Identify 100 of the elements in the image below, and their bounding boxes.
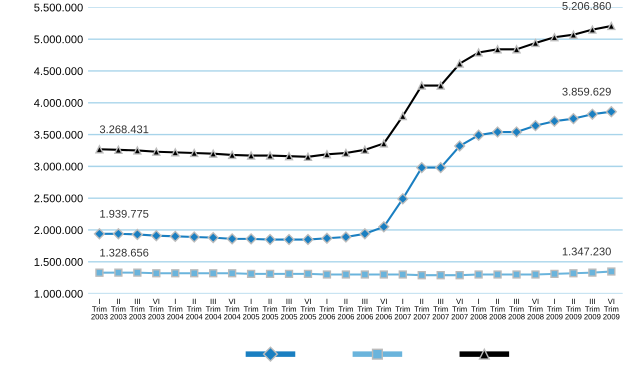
point [588, 25, 597, 34]
point [512, 270, 521, 279]
point [436, 270, 445, 280]
y-tick-label: 4.000.000 [34, 99, 83, 107]
y-tick-label: 3.500.000 [34, 130, 83, 139]
point [493, 45, 502, 54]
point [493, 270, 502, 279]
point [380, 270, 388, 279]
y-tick-label: 4.500.000 [34, 67, 83, 76]
point [170, 230, 181, 242]
point [512, 45, 521, 54]
y-tick-label: 5.500.000 [34, 4, 83, 12]
data-label: 3.268.431 [100, 125, 148, 134]
point [302, 234, 314, 246]
data-label: 1.347.230 [562, 248, 611, 256]
point [246, 270, 256, 278]
point [171, 148, 180, 157]
data-label: 3.859.629 [562, 88, 611, 96]
y-tick-label: 5.000.000 [34, 35, 83, 44]
point [454, 140, 466, 152]
point [380, 139, 388, 148]
point [132, 228, 143, 240]
point [190, 269, 198, 278]
point [531, 270, 540, 279]
point [112, 228, 124, 240]
point [342, 270, 350, 279]
point [416, 162, 428, 174]
point [607, 267, 616, 276]
y-tick-label: 2.000.000 [34, 226, 83, 234]
point [114, 268, 123, 277]
point [284, 270, 294, 278]
data-label: 1.328.656 [100, 248, 148, 257]
y-tick-label: 1.000.000 [34, 290, 83, 298]
data-label: 1.939.775 [100, 210, 148, 218]
point [473, 130, 484, 141]
point [228, 269, 236, 278]
point [397, 193, 408, 204]
point [418, 270, 426, 280]
point [418, 81, 426, 90]
data-label: 5.206.860 [562, 2, 611, 10]
point [264, 234, 276, 246]
point [548, 116, 560, 127]
point [359, 228, 370, 240]
point [530, 120, 542, 132]
point [322, 150, 332, 158]
point [114, 146, 123, 154]
point [133, 268, 142, 277]
point [152, 269, 160, 278]
point [209, 269, 218, 278]
point [360, 146, 370, 154]
point [321, 232, 333, 244]
point [474, 48, 483, 57]
point [94, 228, 106, 240]
point [340, 231, 352, 243]
point [152, 148, 160, 156]
point [586, 108, 598, 120]
point [304, 270, 312, 278]
y-tick-label: 1.500.000 [34, 258, 83, 266]
point [436, 81, 445, 90]
point [209, 149, 218, 158]
point [510, 126, 522, 138]
point [188, 231, 200, 243]
point [568, 113, 580, 124]
point [474, 270, 483, 279]
point [95, 145, 104, 154]
point [322, 270, 332, 279]
point [133, 146, 142, 155]
point [246, 233, 257, 244]
point [569, 269, 578, 278]
point [550, 270, 559, 278]
point [531, 38, 540, 48]
point [342, 148, 350, 158]
point [435, 162, 446, 174]
point [398, 270, 407, 279]
point [360, 270, 370, 279]
point [228, 150, 236, 160]
point [284, 152, 294, 160]
point [266, 151, 274, 160]
point [455, 59, 464, 68]
y-tick-label: 2.500.000 [34, 194, 83, 202]
point [606, 106, 617, 118]
point [569, 30, 578, 39]
point [304, 152, 312, 161]
point [208, 232, 219, 244]
y-tick-label: 3.000.000 [34, 162, 83, 171]
point [266, 270, 274, 278]
point [226, 233, 238, 244]
point [378, 221, 390, 232]
point [150, 230, 162, 242]
point [455, 270, 464, 280]
point [492, 126, 504, 138]
point [95, 268, 104, 277]
point [550, 33, 559, 42]
point [246, 151, 256, 160]
point [171, 269, 180, 278]
point [283, 234, 295, 246]
point [588, 268, 597, 277]
point [190, 148, 198, 158]
point [607, 22, 616, 30]
point [398, 112, 407, 120]
